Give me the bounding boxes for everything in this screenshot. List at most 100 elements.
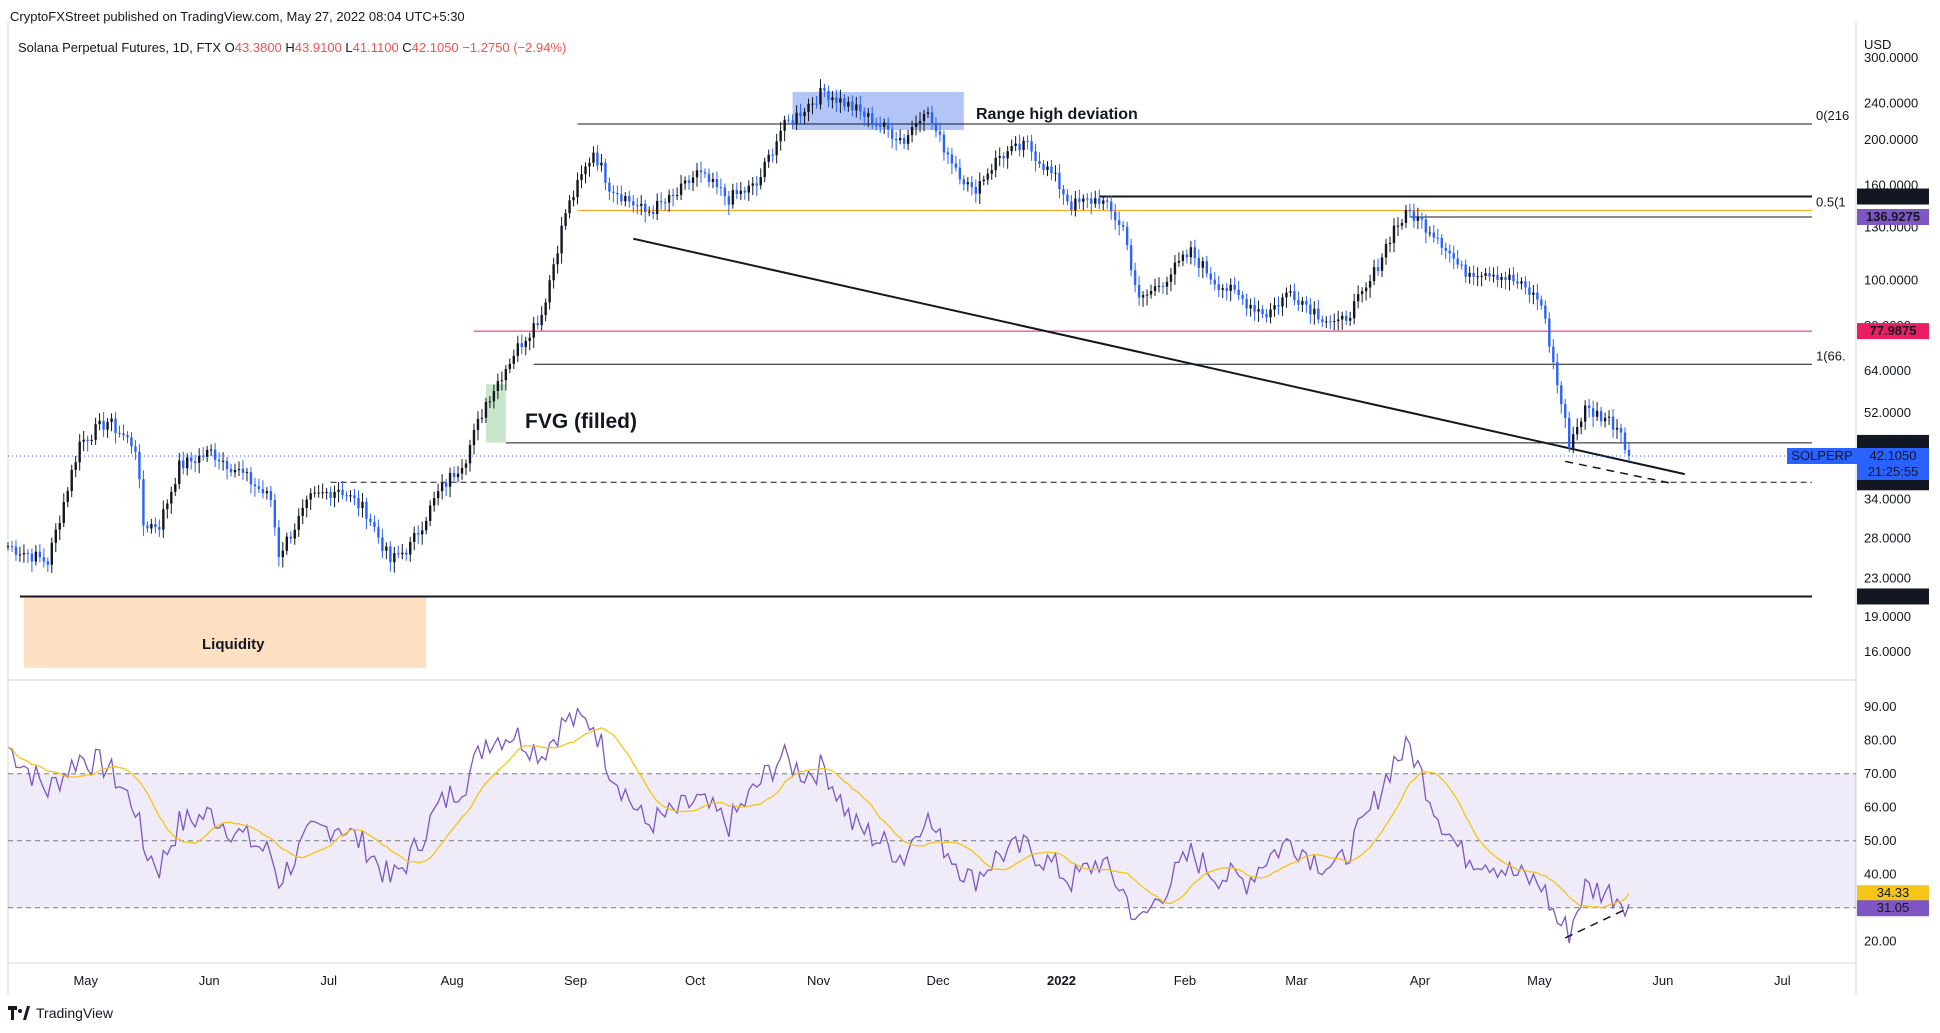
candle-body	[1575, 427, 1579, 435]
candle-body	[608, 182, 611, 192]
candle-body	[1524, 281, 1527, 288]
candle-body	[138, 451, 141, 480]
rsi-tick-label: 70.00	[1864, 766, 1897, 781]
candle-body	[1556, 362, 1559, 386]
candle-body	[321, 492, 324, 494]
candle-body	[564, 213, 567, 226]
candle-body	[397, 553, 400, 555]
candle-body	[1102, 200, 1105, 204]
annotation-fvg: FVG (filled)	[525, 410, 637, 433]
candle-body	[1548, 318, 1551, 347]
level-tag-label-lvl-21: 21.0500	[1870, 588, 1917, 603]
candle-body	[122, 433, 125, 436]
candle-body	[1400, 222, 1404, 226]
annotation-range-high: Range high deviation	[976, 106, 1138, 123]
price-tick-label: 100.0000	[1864, 273, 1918, 288]
time-tick-label: Apr	[1410, 973, 1431, 988]
candle-body	[831, 97, 834, 101]
candle-body	[237, 468, 241, 470]
candle-body	[221, 460, 225, 462]
level-tag-label-lvl-44: 44.9100	[1870, 435, 1917, 450]
level-tag-lvl-151	[1857, 188, 1929, 205]
candle-body	[759, 177, 762, 186]
candle-body	[1607, 416, 1611, 418]
candle-body	[452, 472, 456, 478]
candle-body	[154, 524, 157, 528]
time-tick-label: Aug	[441, 973, 464, 988]
candle-body	[1161, 285, 1165, 287]
candle-body	[424, 520, 428, 531]
publisher-line: CryptoFXStreet published on TradingView.…	[10, 9, 465, 24]
descending-trendline	[633, 237, 1685, 476]
time-tick-label: Mar	[1285, 973, 1308, 988]
candle-body	[385, 546, 388, 551]
candle-body	[898, 138, 902, 141]
candle-body	[373, 521, 376, 528]
candle-body	[1476, 275, 1479, 277]
candle-body	[1492, 274, 1495, 277]
candle-body	[691, 177, 695, 183]
candle-body	[879, 125, 882, 127]
candle-body	[464, 463, 468, 468]
candle-body	[1114, 211, 1117, 221]
candle-body	[1516, 281, 1519, 284]
candle-body	[739, 190, 743, 195]
candle-body	[835, 97, 838, 103]
candle-body	[711, 179, 715, 183]
annotation-liquidity: Liquidity	[202, 636, 265, 653]
candle-body	[962, 179, 966, 185]
time-tick-label: May	[73, 973, 98, 988]
candle-body	[731, 190, 735, 205]
candle-body	[1587, 405, 1591, 409]
candle-body	[150, 524, 153, 529]
candle-body	[1165, 281, 1169, 287]
candle-body	[1496, 274, 1499, 280]
candle-body	[1428, 232, 1432, 234]
candle-body	[22, 553, 26, 555]
rsi-tag-label: 31.05	[1877, 900, 1910, 915]
candle-body	[1022, 140, 1025, 151]
price-tick-label: 240.0000	[1864, 95, 1918, 110]
candle-body	[174, 484, 177, 492]
candle-body	[1520, 281, 1523, 284]
candle-body	[1536, 292, 1539, 300]
candle-body	[14, 546, 18, 555]
candle-body	[1261, 309, 1264, 315]
candle-body	[811, 103, 814, 105]
candle-body	[699, 170, 703, 173]
candle-body	[1181, 254, 1185, 261]
candle-body	[297, 515, 300, 530]
candle-body	[723, 187, 727, 197]
candle-body	[1448, 250, 1451, 254]
candle-body	[883, 122, 886, 127]
candle-body	[18, 554, 22, 556]
time-tick-label: Nov	[807, 973, 831, 988]
tradingview-brand[interactable]: TradingView	[8, 1005, 113, 1021]
symbol-tag-label: SOLPERP	[1791, 448, 1852, 463]
level-label-lvl-66: 1(66.	[1816, 348, 1846, 363]
ohlc-change: −1.2750 (−2.94%)	[462, 40, 567, 55]
bar-countdown-label: 21:25:55	[1868, 464, 1919, 479]
ohlc-c: C42.1050	[398, 40, 459, 55]
candle-body	[337, 489, 340, 492]
candle-body	[1030, 141, 1033, 152]
candle-body	[229, 468, 233, 473]
candle-body	[1552, 346, 1555, 363]
candle-body	[309, 493, 312, 500]
candle-body	[624, 196, 627, 202]
candle-body	[289, 536, 292, 539]
candle-body	[1213, 279, 1216, 285]
candle-body	[524, 340, 527, 347]
candle-body	[1117, 220, 1121, 226]
tradingview-logo-icon	[8, 1006, 30, 1020]
candle-body	[86, 439, 89, 442]
candle-body	[1572, 434, 1575, 449]
candle-body	[1512, 274, 1515, 282]
candle-body	[763, 161, 766, 178]
candle-body	[1528, 287, 1531, 295]
level-label-lvl-fib05: 0.5(1	[1816, 194, 1846, 209]
candle-body	[1253, 304, 1256, 312]
candle-body	[1285, 292, 1288, 298]
rsi-tick-label: 60.00	[1864, 799, 1897, 814]
